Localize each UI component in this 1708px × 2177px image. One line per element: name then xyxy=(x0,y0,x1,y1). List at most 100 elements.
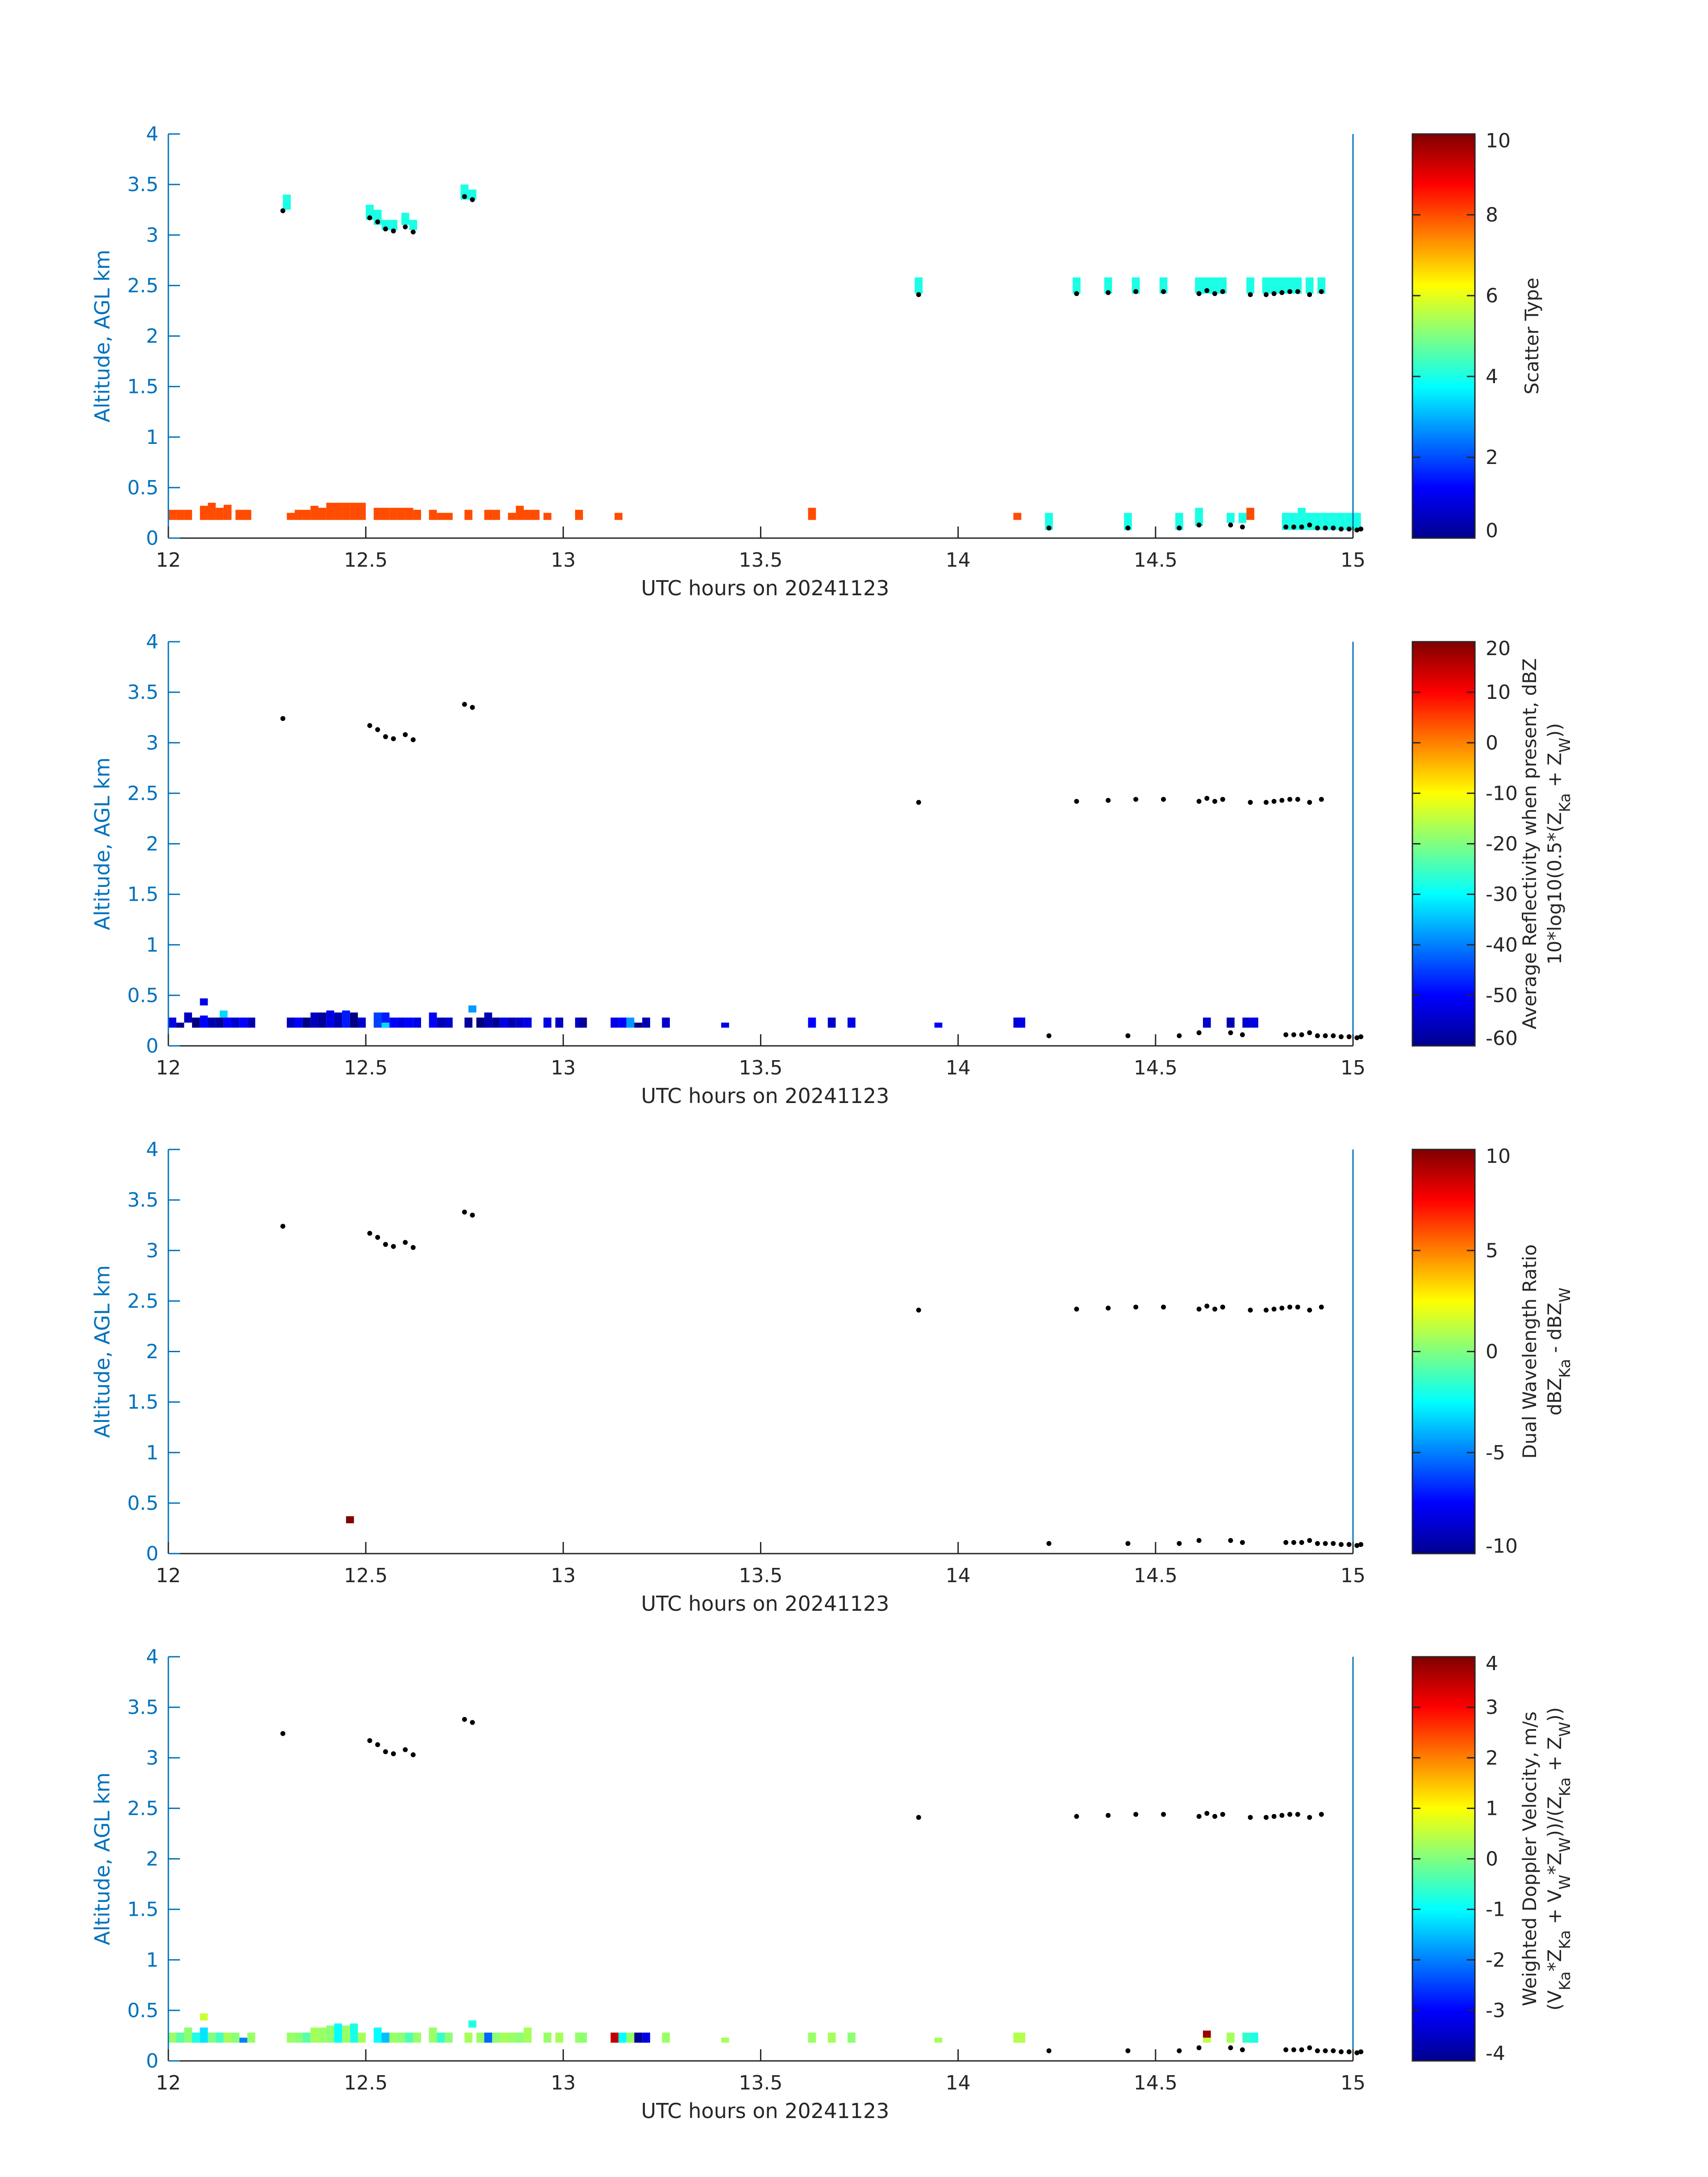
reflectivity-cell xyxy=(516,1017,524,1028)
cloud-base-marker xyxy=(1299,524,1304,530)
cloud-base-marker xyxy=(1228,2045,1233,2051)
reflectivity-cell xyxy=(1203,1017,1211,1028)
scatter_type-cell xyxy=(808,508,816,520)
reflectivity-cell xyxy=(200,1015,208,1028)
reflectivity-cell xyxy=(318,1012,326,1028)
reflectivity-cell xyxy=(358,1017,366,1028)
cloud-base-marker xyxy=(1283,524,1289,530)
cloud-base-marker xyxy=(280,1224,285,1229)
dwr-y-tick-label: 0.5 xyxy=(127,1492,159,1515)
reflectivity-cell xyxy=(239,1017,247,1028)
scatter_type-cell xyxy=(302,510,311,520)
scatter_type-cell xyxy=(1317,277,1326,294)
scatter_type-x-axis-label: UTC hours on 20241123 xyxy=(641,576,889,600)
scatter_type-colorbar-tick-label: 4 xyxy=(1486,365,1498,388)
scatter_type-cell xyxy=(318,508,326,520)
cloud-base-marker xyxy=(1133,289,1139,294)
scatter_type-cell xyxy=(381,220,390,230)
doppler_velocity-cell xyxy=(464,2032,472,2043)
reflectivity-cell xyxy=(326,1010,334,1028)
scatter_type-cell xyxy=(1045,513,1053,530)
doppler_velocity-colorbar-tick-label: 1 xyxy=(1486,1797,1498,1820)
reflectivity-cell xyxy=(381,1022,390,1028)
doppler_velocity-cell xyxy=(326,2025,334,2043)
doppler_velocity-cell xyxy=(508,2032,516,2043)
scatter_type-cell xyxy=(915,277,923,294)
scatter_type-cell xyxy=(334,502,342,520)
scatter_type-cell xyxy=(1353,513,1361,530)
doppler_velocity-colorbar-tick-label: -4 xyxy=(1486,2042,1505,2065)
reflectivity-x-tick-label: 14 xyxy=(946,1057,971,1079)
scatter_type-cell xyxy=(429,510,437,520)
cloud-base-marker xyxy=(403,1240,408,1245)
cloud-base-marker xyxy=(391,736,396,741)
reflectivity-colorbar-tick-label: -50 xyxy=(1486,984,1518,1007)
cloud-base-marker xyxy=(1307,1538,1312,1543)
cloud-base-marker xyxy=(1354,2050,1360,2056)
cloud-base-marker xyxy=(1106,1305,1111,1311)
cloud-base-marker xyxy=(470,1212,475,1218)
scatter_type-cell xyxy=(1159,277,1168,294)
doppler_velocity-cell xyxy=(358,2032,366,2043)
dwr-axes: 12 12.5 13 13.5 14 14.5 15 0 0.5 1 1.5 2 2.5 3 3.5 4 xyxy=(127,1138,1366,1587)
doppler_velocity-x-tick-label: 14 xyxy=(946,2072,971,2094)
scatter_type-cell xyxy=(1104,277,1112,294)
scatter_type-y-tick-label: 2.5 xyxy=(127,274,159,297)
cloud-base-marker xyxy=(1346,1034,1352,1040)
doppler_velocity-cell xyxy=(381,2032,390,2043)
cloud-base-marker xyxy=(367,1738,372,1743)
reflectivity-x-tick-label: 13 xyxy=(551,1057,576,1079)
cloud-base-marker xyxy=(1106,290,1111,295)
scatter_type-cell xyxy=(1298,508,1306,530)
cloud-base-marker xyxy=(1240,524,1245,530)
cloud-base-marker xyxy=(1295,1812,1300,1817)
reflectivity-colorbar-gradient xyxy=(1412,641,1476,1047)
doppler_velocity-cloud-base-markers xyxy=(280,1717,1364,2056)
cloud-base-marker xyxy=(1315,1541,1320,1546)
cloud-base-marker xyxy=(1307,292,1312,297)
cloud-base-marker xyxy=(1204,288,1210,293)
cloud-base-marker xyxy=(1283,2047,1289,2052)
scatter_type-y-tick-label: 3 xyxy=(146,224,159,247)
cloud-base-marker xyxy=(1248,292,1253,297)
doppler_velocity-cell xyxy=(294,2032,303,2043)
reflectivity-y-tick-label: 1 xyxy=(146,934,159,957)
reflectivity-cell xyxy=(808,1017,816,1028)
reflectivity-cell xyxy=(413,1017,421,1028)
cloud-base-marker xyxy=(1299,1540,1304,1545)
cloud-base-marker xyxy=(1287,797,1293,802)
reflectivity-cell xyxy=(464,1017,472,1028)
cloud-base-marker xyxy=(410,229,416,234)
doppler_velocity-cell xyxy=(200,2027,208,2043)
scatter_type-y-tick-label: 1.5 xyxy=(127,376,159,398)
cloud-base-marker xyxy=(1263,1815,1269,1820)
cloud-base-marker xyxy=(1240,2047,1245,2052)
cloud-base-marker xyxy=(1248,1308,1253,1313)
doppler_velocity-cell xyxy=(334,2023,342,2043)
doppler_velocity-x-axis-label: UTC hours on 20241123 xyxy=(641,2099,889,2123)
dwr-cell xyxy=(346,1516,354,1524)
cloud-base-marker xyxy=(1046,1541,1052,1546)
doppler_velocity-cell xyxy=(523,2027,532,2043)
scatter_type-cell xyxy=(523,510,532,520)
scatter_type-cell xyxy=(184,510,192,520)
reflectivity-colorbar-tick-label: 20 xyxy=(1486,637,1511,660)
reflectivity-y-tick-label: 2.5 xyxy=(127,782,159,805)
doppler_velocity-y-tick-label: 3.5 xyxy=(127,1696,159,1719)
dwr-colorbar-label-line: dBZKa - dBZW xyxy=(1544,1287,1574,1416)
cloud-base-marker xyxy=(383,1242,388,1247)
cloud-base-marker xyxy=(1220,1304,1225,1310)
cloud-base-marker xyxy=(1204,1811,1210,1816)
cloud-base-marker xyxy=(462,1209,467,1215)
dwr-y-tick-label: 0 xyxy=(146,1542,159,1565)
reflectivity-cell xyxy=(342,1010,350,1028)
reflectivity-cell xyxy=(247,1017,255,1028)
cloud-base-marker xyxy=(1046,2048,1052,2053)
doppler_velocity-cell xyxy=(1242,2032,1251,2043)
dwr-y-tick-label: 1.5 xyxy=(127,1391,159,1414)
cloud-base-marker xyxy=(1354,1035,1360,1040)
reflectivity-colorbar-tick-label: -30 xyxy=(1486,883,1518,906)
scatter_type-y-axis-label: Altitude, AGL km xyxy=(90,250,114,422)
scatter_type-cell xyxy=(176,510,184,520)
cloud-base-marker xyxy=(1161,797,1166,802)
